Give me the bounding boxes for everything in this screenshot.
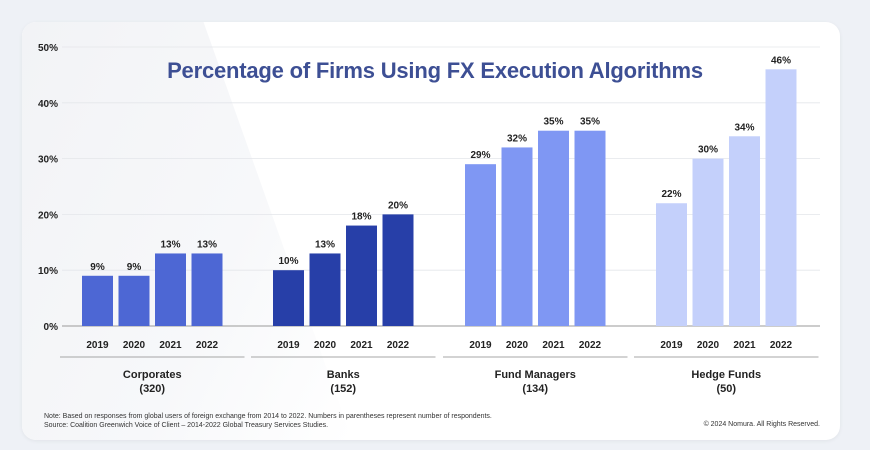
x-tick-label: 2019 <box>660 340 683 351</box>
group-respondents: (134) <box>522 383 549 395</box>
data-label: 34% <box>734 122 754 133</box>
group-label: Corporates (320) <box>67 368 237 396</box>
x-tick-label: 2022 <box>387 340 410 351</box>
bar <box>538 130 569 326</box>
x-tick-label: 2019 <box>277 340 300 351</box>
bar <box>191 253 223 326</box>
x-tick-label: 2020 <box>697 340 720 351</box>
x-tick-label: 2021 <box>350 340 373 351</box>
group-respondents: (320) <box>139 383 166 395</box>
x-tick-label: 2022 <box>196 340 219 351</box>
x-tick-label: 2021 <box>733 340 756 351</box>
y-tick-label: 20% <box>38 210 58 221</box>
bar <box>346 225 377 326</box>
bar <box>82 275 113 326</box>
bar <box>729 136 760 326</box>
x-tick-label: 2020 <box>123 340 146 351</box>
x-tick-label: 2020 <box>314 340 337 351</box>
x-tick-label: 2022 <box>579 340 602 351</box>
bar <box>118 275 150 326</box>
chart-title: Percentage of Firms Using FX Execution A… <box>167 58 703 83</box>
data-label: 32% <box>507 133 527 144</box>
data-label: 29% <box>470 150 490 161</box>
footnote-note: Note: Based on responses from global use… <box>44 413 492 420</box>
x-tick-label: 2021 <box>159 340 182 351</box>
bar <box>273 270 304 326</box>
bar <box>574 130 606 326</box>
data-label: 35% <box>580 117 600 128</box>
data-label: 13% <box>315 239 335 250</box>
data-label: 46% <box>771 55 791 66</box>
group-name: Hedge Funds <box>691 369 762 381</box>
data-label: 9% <box>90 262 105 273</box>
x-tick-label: 2021 <box>542 340 565 351</box>
x-tick-label: 2022 <box>770 340 793 351</box>
group-name: Banks <box>326 369 360 381</box>
bar <box>656 203 687 326</box>
bar <box>309 253 341 326</box>
bar <box>382 214 414 326</box>
y-tick-label: 10% <box>38 266 58 277</box>
y-tick-label: 30% <box>38 155 58 166</box>
data-label: 18% <box>351 212 371 223</box>
y-tick-label: 40% <box>38 99 58 110</box>
bar <box>692 158 724 326</box>
group-respondents: (50) <box>716 383 737 395</box>
data-label: 13% <box>160 239 180 250</box>
copyright: © 2024 Nomura. All Rights Reserved. <box>703 421 820 428</box>
group-name: Fund Managers <box>494 369 576 381</box>
bar <box>465 164 496 326</box>
y-tick-label: 50% <box>38 43 58 54</box>
data-label: 20% <box>388 200 408 211</box>
bar <box>155 253 186 326</box>
bar <box>765 69 797 326</box>
data-label: 22% <box>661 189 681 200</box>
data-label: 13% <box>197 239 217 250</box>
group-respondents: (152) <box>330 383 357 395</box>
group-label: Fund Managers (134) <box>450 368 620 396</box>
data-label: 9% <box>127 262 142 273</box>
x-tick-label: 2019 <box>469 340 492 351</box>
data-label: 10% <box>278 256 298 267</box>
bar <box>501 147 533 326</box>
group-label: Hedge Funds (50) <box>641 368 811 396</box>
data-label: 35% <box>543 117 563 128</box>
group-name: Corporates <box>122 369 182 381</box>
data-label: 30% <box>698 145 718 156</box>
x-tick-label: 2019 <box>86 340 109 351</box>
footnote-source: Source: Coalition Greenwich Voice of Cli… <box>44 422 329 429</box>
x-tick-label: 2020 <box>506 340 529 351</box>
y-tick-label: 0% <box>44 322 59 333</box>
group-label: Banks (152) <box>258 368 428 396</box>
footnote: Note: Based on responses from global use… <box>44 412 492 430</box>
